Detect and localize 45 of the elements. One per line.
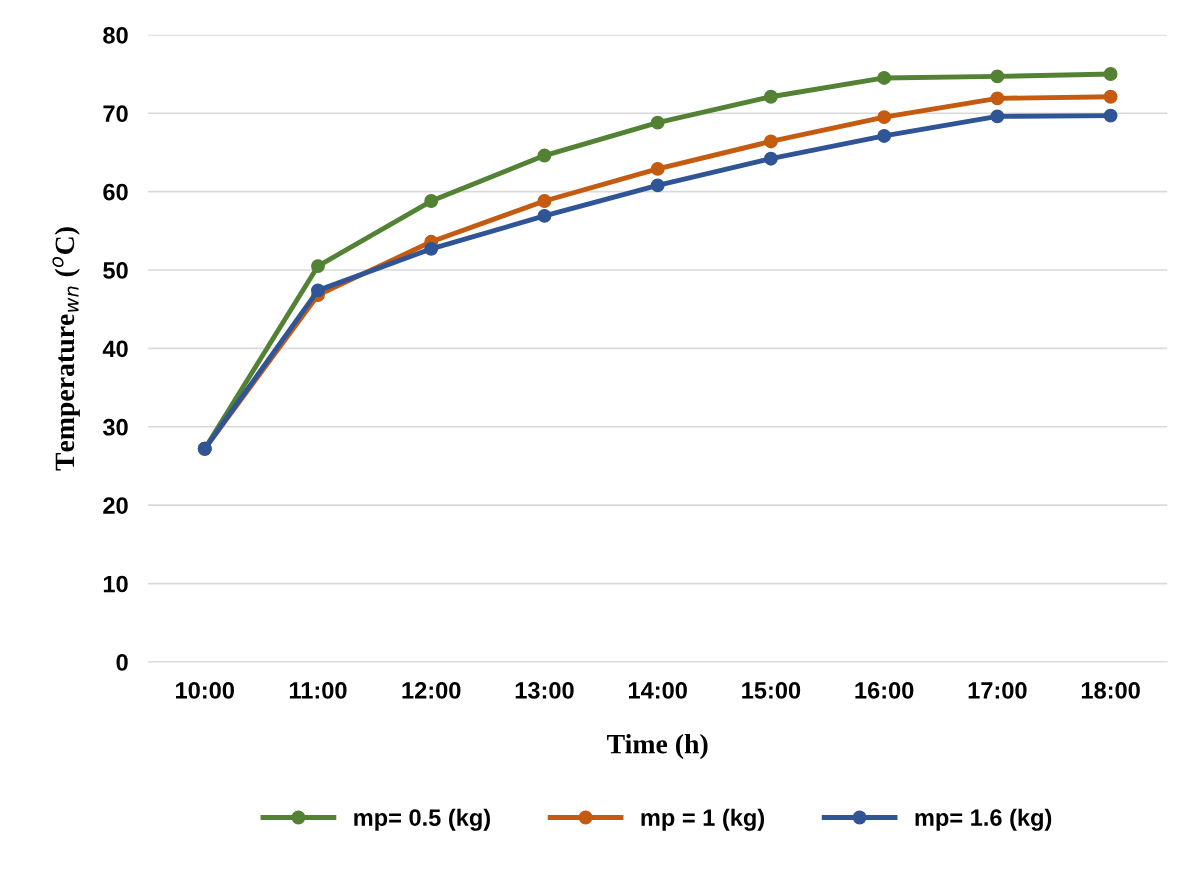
y-tick-label: 20 <box>103 497 128 514</box>
point <box>1103 108 1118 123</box>
x-tick-label: 16:00 <box>855 682 914 699</box>
y-axis-title: Temperature$_{wn}$ ($^{o}$C) <box>52 227 80 471</box>
point <box>537 194 552 208</box>
x-tick-label: 13:00 <box>515 682 574 699</box>
point <box>1103 89 1118 104</box>
point <box>763 89 778 104</box>
x-tick-label: 15:00 <box>742 682 801 699</box>
x-tick-label: 17:00 <box>968 682 1027 699</box>
x-tick-label: 18:00 <box>1081 682 1140 699</box>
point <box>990 69 1005 84</box>
point <box>650 115 665 130</box>
point <box>877 110 892 125</box>
point <box>877 129 892 143</box>
y-tick-label: 50 <box>103 262 128 279</box>
y-tick-label: 80 <box>103 26 128 44</box>
legend-label: mp= 0.5 (kg) <box>354 808 490 831</box>
x-tick-label: 14:00 <box>628 682 687 699</box>
x-axis-title: Time (h) <box>607 733 708 760</box>
point <box>990 109 1005 124</box>
x-tick-label: 11:00 <box>289 682 347 699</box>
y-tick-label: 30 <box>102 418 128 436</box>
y-tick-label: 10 <box>103 575 128 593</box>
point <box>311 283 325 298</box>
point <box>650 161 665 176</box>
point <box>763 134 778 149</box>
point <box>424 194 439 208</box>
legend-label: mp= 1.6 (kg) <box>915 808 1052 831</box>
legend-label: mp = 1 (kg) <box>641 808 765 831</box>
y-tick-label: 70 <box>103 105 128 123</box>
point <box>424 241 439 256</box>
point <box>990 91 1005 106</box>
point <box>650 178 665 193</box>
y-tick-label: 60 <box>103 183 128 201</box>
point <box>877 71 892 85</box>
point <box>537 148 552 163</box>
y-tick-label: 0 <box>116 654 128 671</box>
point <box>311 259 325 274</box>
point <box>1103 67 1118 81</box>
x-tick-label: 12:00 <box>402 682 461 699</box>
x-tick-label: 10:00 <box>176 682 234 699</box>
point <box>763 151 778 166</box>
y-tick-label: 40 <box>102 340 128 358</box>
point <box>537 208 552 223</box>
